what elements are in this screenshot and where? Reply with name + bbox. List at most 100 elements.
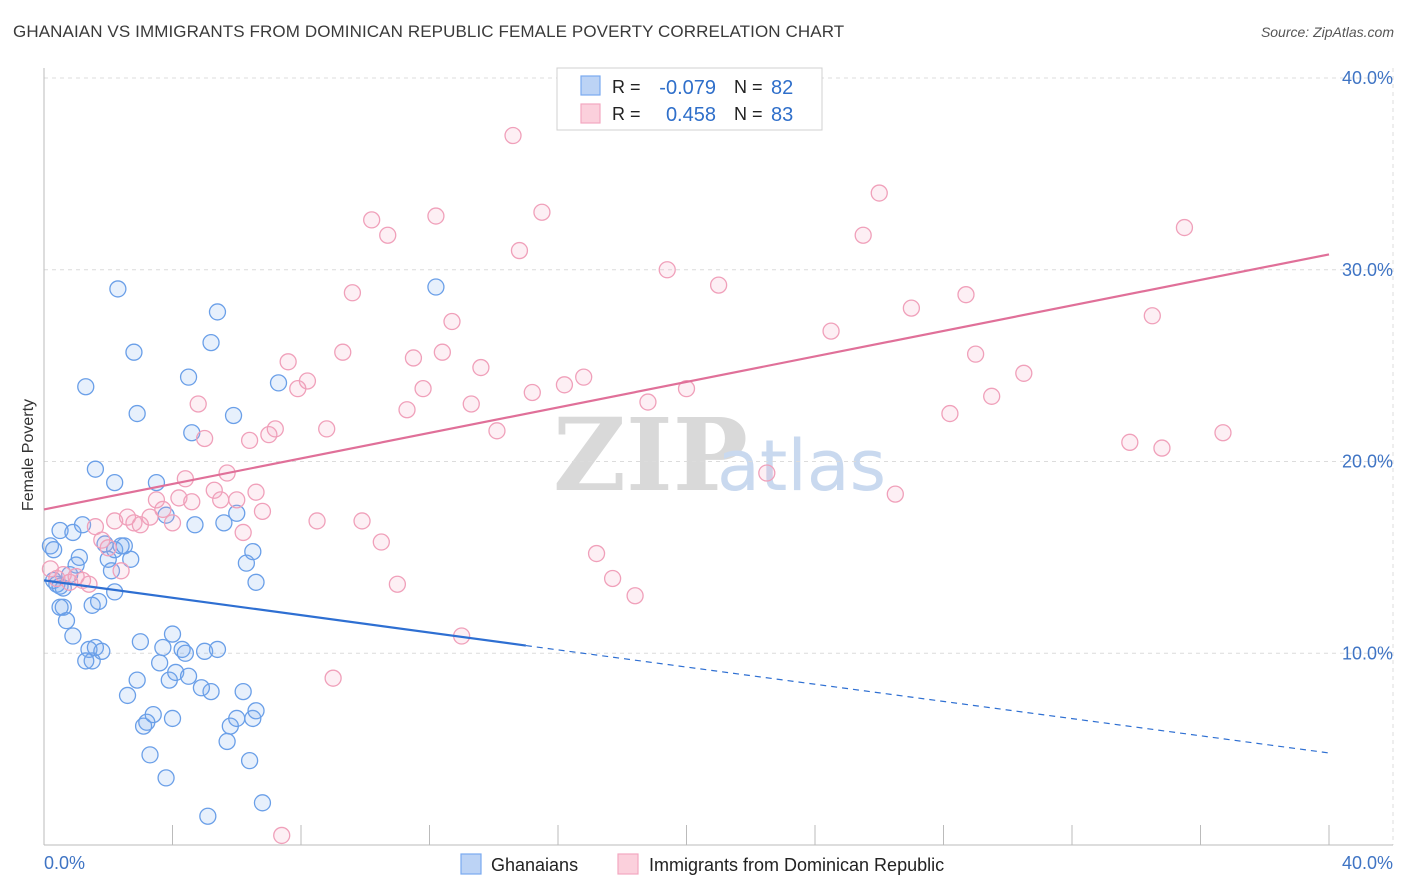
dominican-point <box>677 379 696 398</box>
ghanaians-point <box>109 280 127 298</box>
ghanaians-point <box>77 378 95 396</box>
dominican-point <box>234 523 252 542</box>
dominican-point <box>318 420 336 438</box>
stats-r-value-2: 0.458 <box>666 104 716 126</box>
dominican-point <box>106 512 124 530</box>
y-tick-label: 30.0% <box>1342 260 1393 280</box>
y-axis-title: Female Poverty <box>20 399 37 511</box>
dominican-point <box>983 387 1001 405</box>
ghanaians-point <box>247 573 265 591</box>
dominican-point <box>575 368 593 386</box>
dominican-point <box>966 345 985 363</box>
dominican-point <box>298 372 317 390</box>
ghanaians-point <box>202 682 220 701</box>
ghanaians-point <box>102 562 121 580</box>
dominican-point <box>170 489 188 507</box>
dominican-point <box>870 184 888 202</box>
dominican-point <box>603 569 622 588</box>
ghanaians-point <box>234 682 252 701</box>
y-tick-label: 10.0% <box>1342 643 1393 663</box>
ghanaians-point <box>77 652 95 670</box>
dominican-point <box>758 464 776 482</box>
ghanaians-point <box>44 541 63 559</box>
ghanaians-point <box>228 709 246 728</box>
ghanaians-point <box>163 709 182 728</box>
dominican-point <box>555 376 574 394</box>
dominican-point <box>353 512 371 530</box>
stats-n-label-2: N = <box>734 104 763 124</box>
dominican-point <box>112 562 130 580</box>
stats-swatch-ghanaians <box>580 75 601 96</box>
dominican-point <box>279 353 297 371</box>
ghanaians-point <box>192 679 211 697</box>
watermark-atlas: atlas <box>717 425 886 507</box>
stats-n-value-1: 82 <box>771 77 793 99</box>
dominican-point <box>99 539 117 557</box>
dominican-point <box>205 481 223 499</box>
dominican-point <box>587 544 606 563</box>
ghanaians-point <box>93 642 111 660</box>
ghanaians-point <box>51 598 69 616</box>
ghanaians-point <box>179 667 198 685</box>
dominican-point <box>854 226 872 244</box>
ghanaians-point <box>131 633 150 651</box>
ghanaians-point <box>73 516 92 534</box>
legend-swatch-dominican <box>617 853 639 875</box>
source-label: Source: ZipAtlas.com <box>1260 24 1394 40</box>
ghanaians-point <box>167 663 185 682</box>
y-tick-label: 40.0% <box>1342 68 1393 88</box>
x-tick-marks <box>43 825 1330 845</box>
dominican-point <box>1214 424 1232 442</box>
dominican-point <box>379 226 397 244</box>
dominican-point <box>533 203 551 221</box>
ghanaians-point <box>157 769 175 787</box>
trend-lines <box>43 253 1330 754</box>
stats-n-label-1: N = <box>734 77 763 97</box>
dominican-point <box>523 383 541 402</box>
stats-box: R = -0.079 N = 82 R = 0.458 N = 83 <box>556 67 823 131</box>
dominican-point <box>212 491 230 509</box>
dominican-point <box>1015 364 1033 382</box>
dominican-point <box>125 514 143 532</box>
ghanaians-point <box>176 644 195 662</box>
dominican-point <box>163 514 182 532</box>
ghanaians-point <box>208 640 227 659</box>
dominican-point <box>363 211 381 229</box>
legend-swatch-ghanaians <box>460 853 482 875</box>
legend-label-dominican: Immigrants from Dominican Republic <box>649 855 944 875</box>
ghanaians-point <box>144 705 162 724</box>
ghanaians-point <box>427 278 445 296</box>
dominican-point <box>462 395 480 413</box>
ghanaians-point <box>106 583 124 601</box>
x-tick-label-min: 0.0% <box>44 853 85 873</box>
ghanaians-trend-line <box>43 579 527 647</box>
dominican-point <box>941 404 959 423</box>
ghanaians-point <box>70 548 88 567</box>
ghanaians-point <box>215 514 233 532</box>
dominican-point <box>324 669 342 687</box>
dominican-point <box>141 508 159 526</box>
dominican-point <box>1121 433 1139 451</box>
ghanaians-point <box>253 794 272 812</box>
ghanaians-point <box>150 654 169 672</box>
dominican-point <box>709 276 728 294</box>
dominican-point <box>247 483 265 501</box>
ghanaians-point <box>51 521 69 540</box>
ghanaians-point <box>64 627 82 645</box>
ghanaians-point <box>269 374 288 392</box>
ghanaians-point <box>240 751 259 770</box>
dominican-point <box>195 429 214 448</box>
ghanaians-point <box>163 625 182 643</box>
dominican-point <box>902 299 921 317</box>
dominican-point <box>266 420 284 438</box>
watermark-zip: ZIP <box>553 396 748 514</box>
dominican-point <box>414 379 432 398</box>
dominican-point <box>626 587 644 605</box>
ghanaians-point <box>86 460 105 478</box>
dominican-point <box>308 512 326 530</box>
ghanaians-trend-extension <box>525 644 1330 754</box>
ghanaians-point <box>186 516 204 534</box>
dominican-point <box>80 575 98 593</box>
dominican-point <box>488 422 506 440</box>
dominican-point <box>273 826 291 845</box>
